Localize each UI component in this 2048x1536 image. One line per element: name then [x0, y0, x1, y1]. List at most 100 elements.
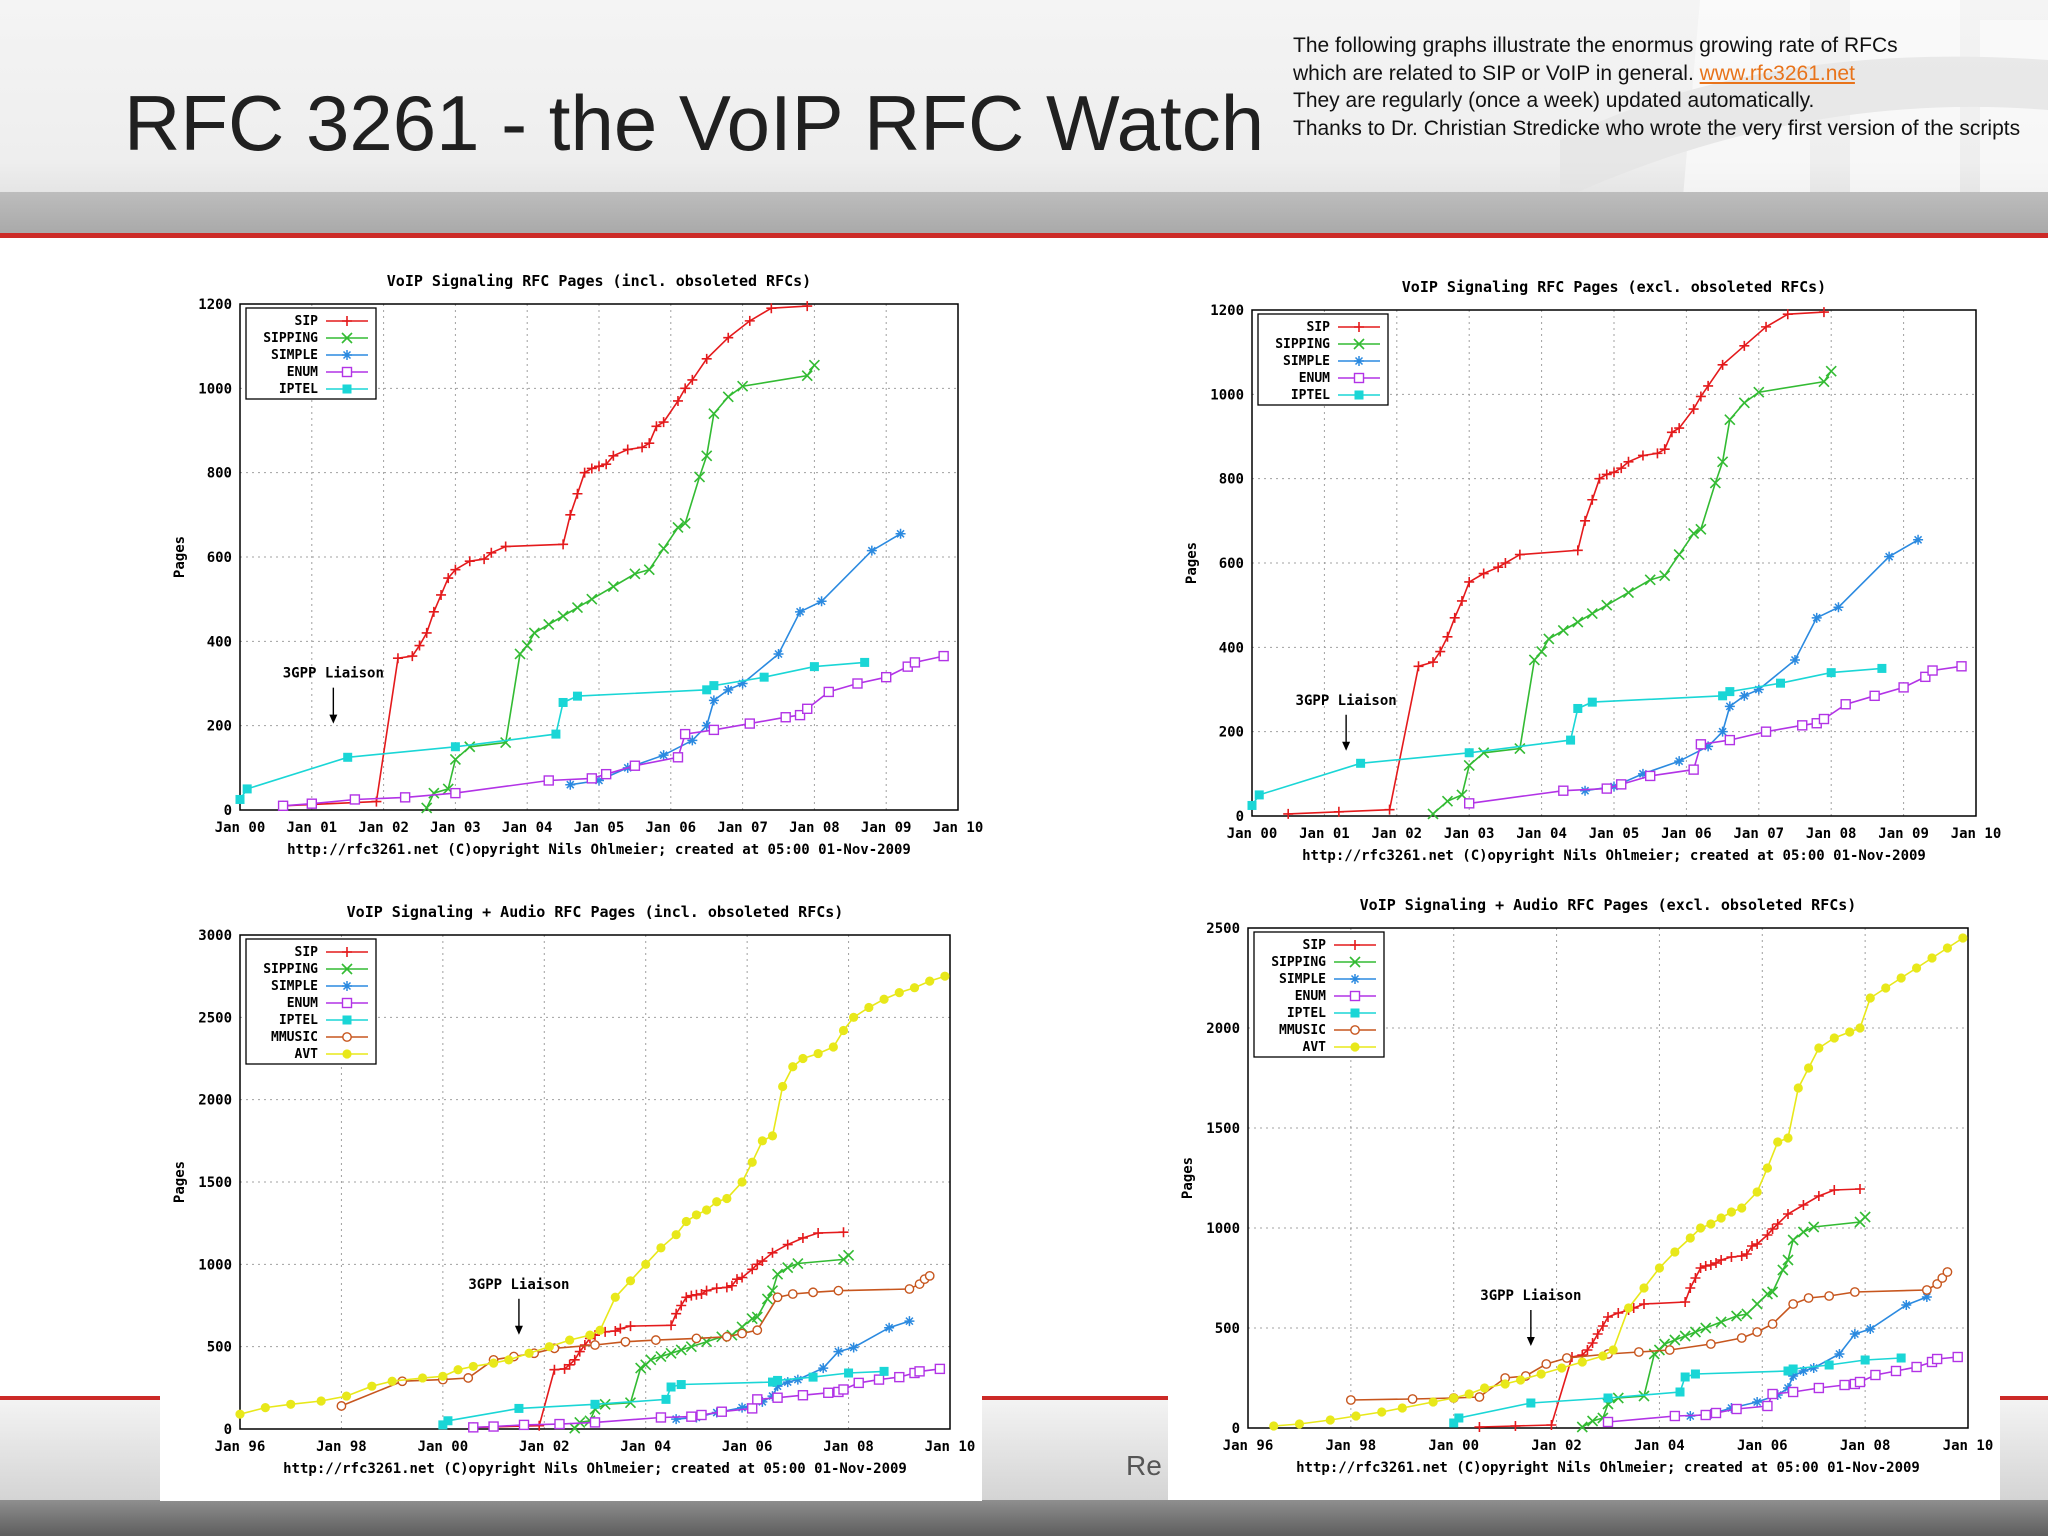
audio-incl-series-avt-point-9-glyph: [453, 1365, 463, 1375]
audio-excl-series-sipping-point-4-glyph: [1612, 1392, 1624, 1404]
audio-incl-series-avt-point-1-glyph: [260, 1402, 270, 1413]
sig-incl-series-iptel-point-6: [572, 691, 582, 701]
sig-excl-series-sipping-point-16: [1673, 549, 1685, 561]
sig-excl-series-sip-point-9-glyph: [1464, 576, 1475, 587]
sig-excl-series-sip-point-15: [1580, 515, 1591, 526]
sig-incl-series-iptel-point-7-glyph: [702, 685, 712, 695]
header-band: [0, 192, 2048, 234]
audio-incl-series-sip-point-20-glyph: [696, 1288, 707, 1299]
sig-incl-series-sipping-point-19-glyph: [693, 471, 706, 483]
audio-incl-series-sip-point-32-glyph: [797, 1232, 808, 1243]
sig-excl-series-simple-point-8-glyph: [1753, 684, 1764, 695]
sig-incl-xtick-2: Jan 02: [358, 820, 409, 836]
audio-incl-series-mmusic-point-19: [904, 1284, 915, 1294]
audio-incl-series-iptel-point-0: [438, 1420, 448, 1430]
sig-excl-series-enum-point-2: [1601, 783, 1612, 794]
sig-incl-series-enum-line: [283, 655, 944, 807]
audio-excl-series-mmusic-point-14-glyph: [1767, 1319, 1778, 1329]
audio-incl-series-simple-point-12-glyph: [884, 1322, 895, 1333]
audio-excl-series-sip-point-30-glyph: [1783, 1209, 1793, 1219]
sig-incl-series-sipping-point-14-glyph: [629, 568, 641, 580]
audio-incl-series-enum: [468, 1363, 946, 1433]
audio-excl-series-sip-point-23: [1736, 1251, 1747, 1261]
sig-incl-series-sipping-point-16: [658, 543, 670, 555]
audio-incl-series-avt-point-39: [864, 1002, 874, 1013]
audio-incl-series-sip-point-13: [625, 1321, 636, 1332]
audio-excl-series-sip-point-9-glyph: [1603, 1312, 1613, 1322]
audio-incl-legend-avt-marker: [342, 1049, 352, 1059]
sig-incl-series-iptel-point-4-glyph: [551, 729, 561, 739]
sig-excl-series-iptel-point-3: [1464, 748, 1474, 758]
audio-incl-series-enum-point-12-glyph: [797, 1390, 809, 1401]
audio-excl-legend-iptel-marker: [1350, 1008, 1360, 1018]
sig-incl-series-sipping-point-0: [421, 802, 433, 814]
intro-text: The following graphs illustrate the enor…: [1293, 32, 2033, 142]
audio-excl-series-iptel-line: [1453, 1357, 1902, 1424]
audio-incl-series-enum-point-9-glyph: [747, 1403, 758, 1414]
audio-excl-series-sip-point-16-glyph: [1690, 1273, 1701, 1283]
audio-excl-series-enum-point-11: [1854, 1376, 1866, 1388]
sig-excl-series-sipping-point-7: [1536, 645, 1548, 658]
sig-excl-series-sip-point-18-glyph: [1601, 469, 1612, 480]
audio-incl-series-avt-point-41: [894, 988, 904, 998]
sig-excl-series-sipping-point-19: [1709, 477, 1721, 489]
sig-excl-series-enum-point-5-glyph: [1688, 764, 1699, 775]
audio-excl-series-avt-point-40: [1911, 963, 1922, 973]
audio-incl-series-sipping-point-6-glyph: [635, 1362, 647, 1374]
audio-incl-series-avt-point-29: [747, 1157, 757, 1167]
sig-excl-series-sipping-point-1-glyph: [1441, 795, 1454, 807]
audio-incl-series-avt-point-2: [286, 1399, 296, 1409]
sig-excl-series-sipping-point-11-glyph: [1586, 608, 1598, 620]
audio-incl-series-sip-point-22: [711, 1283, 722, 1294]
sig-excl-series-sipping-point-4: [1478, 747, 1490, 759]
sig-incl-legend-sip-marker: [342, 316, 352, 326]
rfc3261-link[interactable]: www.rfc3261.net: [1699, 61, 1855, 85]
audio-incl-series-sip-point-14-glyph: [666, 1320, 677, 1331]
audio-incl-series-avt-point-41-glyph: [894, 988, 904, 998]
sig-excl-series-enum-point-13: [1869, 690, 1880, 702]
audio-excl-series-sipping-point-5-glyph: [1638, 1390, 1650, 1402]
sig-excl-series-iptel-point-7: [1718, 691, 1728, 701]
sig-incl-series-sip-point-33: [766, 303, 777, 314]
audio-excl-series-iptel-point-6-glyph: [1690, 1369, 1700, 1379]
sig-incl-series-enum-point-14: [794, 709, 806, 721]
sig-incl-annotation: 3GPP Liaison: [283, 666, 384, 682]
sig-excl-series-sip-point-7-glyph: [1449, 612, 1460, 623]
sig-excl-series-sipping-point-5: [1514, 742, 1526, 755]
audio-excl-legend-iptel-marker-glyph: [1350, 1008, 1360, 1018]
sig-incl-series-enum-point-5: [543, 775, 554, 786]
audio-excl-series-mmusic-point-16-glyph: [1803, 1293, 1814, 1303]
sig-incl-series-iptel-point-9: [759, 672, 769, 682]
header-red-rule: [0, 233, 2048, 238]
sig-incl-legend-sip-marker-glyph: [342, 316, 352, 326]
audio-incl-series-sip-point-28: [752, 1259, 763, 1270]
audio-incl-series-iptel-line: [442, 1370, 885, 1426]
audio-incl-series-iptel-point-1: [443, 1416, 453, 1426]
sig-excl-legend-sipping-marker: [1353, 338, 1365, 350]
sig-incl-ytick-1: 200: [207, 719, 232, 735]
sig-excl-series-sip-point-33: [1782, 309, 1793, 320]
audio-incl-series-enum-point-0: [468, 1422, 479, 1433]
audio-incl-series-avt-point-15-glyph: [565, 1335, 575, 1345]
audio-incl-series-avt-point-18: [610, 1292, 620, 1302]
audio-incl-series-avt-point-11: [488, 1358, 499, 1368]
audio-excl-series-sipping-point-1: [1587, 1415, 1599, 1427]
sig-excl-xtick-2: Jan 02: [1372, 826, 1423, 842]
sig-incl-series-enum-point-15: [802, 703, 813, 714]
audio-incl-legend-box: [245, 938, 377, 1065]
audio-excl-series-iptel-point-0-glyph: [1449, 1418, 1459, 1428]
sig-excl-legend-sip-marker: [1354, 322, 1364, 332]
audio-incl-series-enum-point-8: [716, 1406, 727, 1417]
sig-excl-series-sipping-point-15-glyph: [1659, 570, 1671, 582]
sig-incl-legend-simple-label: SIMPLE: [271, 348, 318, 363]
audio-incl-series-sip-point-20: [696, 1288, 707, 1299]
sig-incl-series-sip-point-27-glyph: [672, 395, 683, 406]
audio-excl-series-sip-point-5: [1582, 1345, 1593, 1355]
sig-incl-ytick-0: 0: [224, 803, 232, 819]
audio-incl-series-iptel-point-7-glyph: [768, 1377, 777, 1387]
audio-incl-series-iptel: [438, 1366, 889, 1430]
sig-incl-series-sipping-point-10: [557, 610, 569, 622]
audio-incl-series-avt-point-6-glyph: [387, 1376, 397, 1386]
sig-incl-series-iptel-point-10-glyph: [809, 662, 819, 672]
audio-incl-series-avt-point-23: [681, 1216, 691, 1227]
